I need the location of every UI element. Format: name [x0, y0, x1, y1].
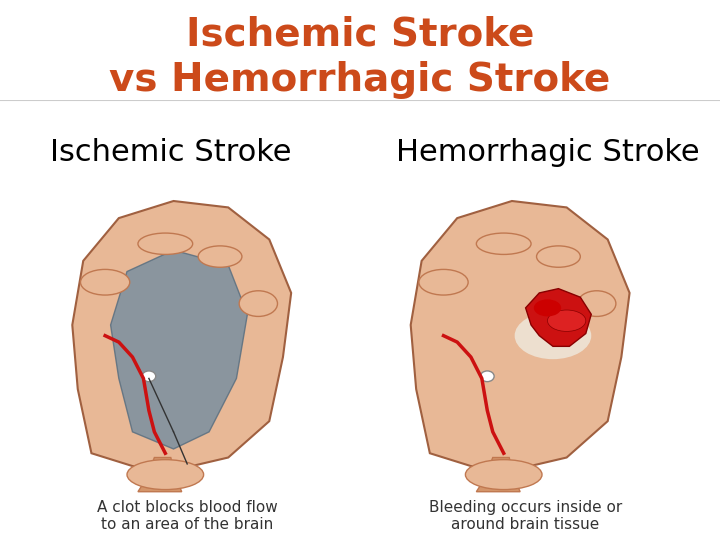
Polygon shape: [526, 289, 591, 346]
Polygon shape: [410, 201, 629, 470]
Ellipse shape: [127, 460, 204, 490]
Text: Ischemic Stroke: Ischemic Stroke: [186, 16, 534, 54]
Ellipse shape: [138, 233, 193, 254]
Polygon shape: [138, 457, 181, 492]
Circle shape: [142, 371, 156, 382]
Ellipse shape: [534, 299, 561, 316]
Circle shape: [480, 371, 494, 382]
Ellipse shape: [477, 233, 531, 254]
Polygon shape: [477, 457, 520, 492]
Text: Hemorrhagic Stroke: Hemorrhagic Stroke: [396, 138, 700, 167]
Ellipse shape: [81, 269, 130, 295]
Ellipse shape: [536, 246, 580, 267]
Ellipse shape: [419, 269, 468, 295]
Polygon shape: [72, 201, 291, 470]
Ellipse shape: [515, 312, 591, 359]
Ellipse shape: [198, 246, 242, 267]
Text: Bleeding occurs inside or
around brain tissue: Bleeding occurs inside or around brain t…: [429, 500, 622, 532]
Text: A clot blocks blood flow
to an area of the brain: A clot blocks blood flow to an area of t…: [96, 500, 278, 532]
Ellipse shape: [465, 460, 542, 490]
Ellipse shape: [239, 291, 277, 316]
Ellipse shape: [577, 291, 616, 316]
Text: vs Hemorrhagic Stroke: vs Hemorrhagic Stroke: [109, 61, 611, 99]
Polygon shape: [111, 250, 248, 449]
Ellipse shape: [547, 310, 586, 332]
Text: Ischemic Stroke: Ischemic Stroke: [50, 138, 292, 167]
